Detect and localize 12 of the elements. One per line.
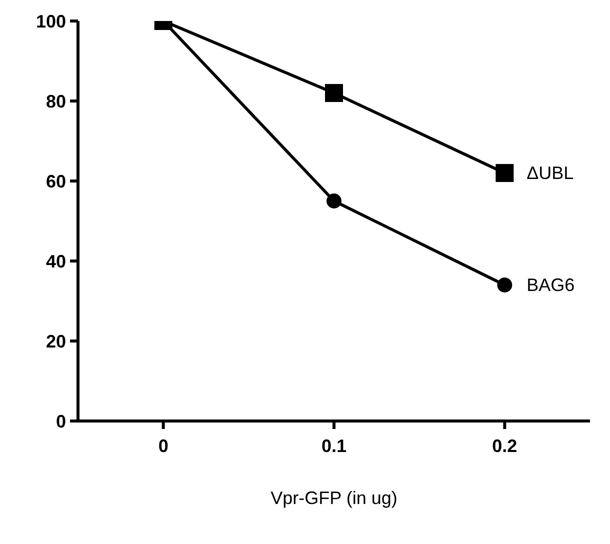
- series-label: ΔUBL: [526, 163, 574, 183]
- y-tick-label: 20: [46, 331, 66, 352]
- y-tick-label: 0: [56, 411, 66, 432]
- series-label: BAG6: [526, 275, 575, 295]
- y-tick-label: 80: [46, 91, 66, 112]
- x-tick-label: 0.1: [321, 436, 347, 456]
- y-tick-label: 60: [46, 171, 66, 192]
- y-tick-label: 40: [46, 251, 66, 272]
- x-tick-label: 0.2: [492, 436, 518, 456]
- x-axis-title: Vpr-GFP (in ug): [270, 488, 398, 508]
- y-tick-label: 100: [36, 11, 66, 32]
- x-tick-label: 0: [158, 436, 168, 456]
